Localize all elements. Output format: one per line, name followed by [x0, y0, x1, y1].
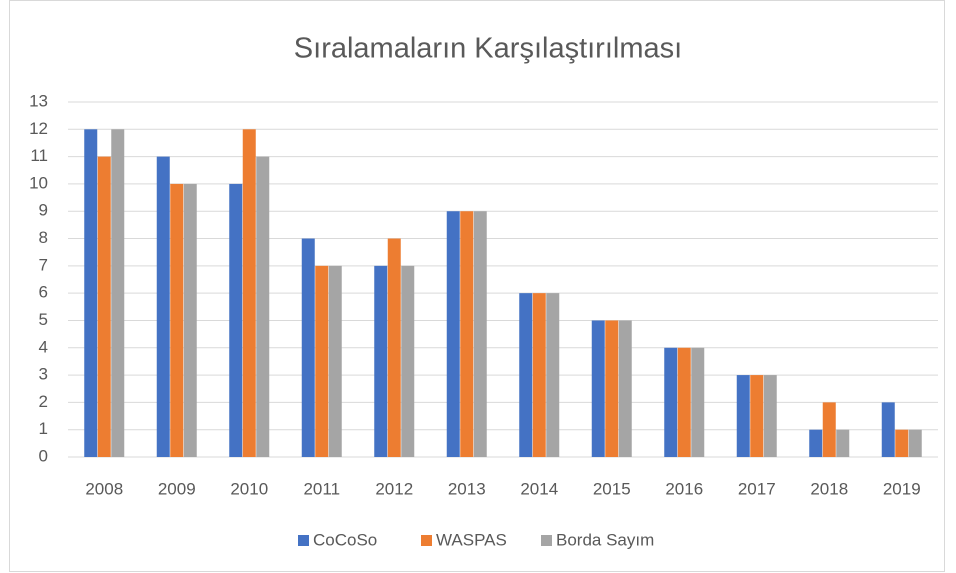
bar	[881, 402, 895, 457]
bar	[605, 320, 619, 457]
x-tick-label: 2013	[448, 479, 486, 498]
bar	[156, 156, 170, 457]
legend-swatch	[421, 535, 432, 546]
y-tick-label: 6	[39, 283, 48, 302]
y-tick-label: 11	[30, 146, 48, 165]
bar	[763, 375, 777, 457]
y-tick-label: 1	[39, 419, 48, 438]
x-tick-label: 2015	[593, 479, 631, 498]
bar	[170, 183, 184, 457]
bar	[822, 402, 836, 457]
x-tick-label: 2017	[738, 479, 776, 498]
bar	[546, 293, 560, 457]
bar	[183, 183, 197, 457]
x-tick-label: 2018	[810, 479, 848, 498]
bar	[736, 375, 750, 457]
legend-label: CoCoSo	[313, 530, 377, 549]
chart-title: Sıralamaların Karşılaştırılması	[294, 33, 682, 65]
bar	[809, 429, 823, 457]
bar	[242, 129, 256, 458]
bar	[387, 238, 401, 457]
bar	[664, 347, 678, 457]
bar	[84, 129, 98, 458]
bar	[374, 265, 388, 457]
y-tick-label: 8	[39, 228, 48, 247]
y-tick-label: 7	[39, 255, 48, 274]
x-tick-label: 2016	[665, 479, 703, 498]
bar	[256, 156, 270, 457]
bar	[591, 320, 605, 457]
y-tick-label: 12	[29, 119, 48, 138]
bar	[750, 375, 764, 457]
x-tick-label: 2009	[158, 479, 196, 498]
x-tick-label: 2010	[230, 479, 268, 498]
y-tick-label: 4	[39, 337, 48, 356]
legend-label: Borda Sayım	[556, 530, 654, 549]
legend-label: WASPAS	[436, 530, 507, 549]
bar	[315, 265, 329, 457]
y-tick-label: 5	[39, 310, 48, 329]
bar	[908, 429, 922, 457]
y-tick-label: 10	[29, 173, 48, 192]
bar	[328, 265, 342, 457]
bar	[446, 211, 460, 457]
bar	[836, 429, 850, 457]
bar	[519, 293, 533, 457]
y-tick-label: 3	[39, 365, 48, 384]
x-tick-label: 2011	[303, 479, 340, 498]
bar	[618, 320, 632, 457]
bar	[401, 265, 415, 457]
bar	[532, 293, 546, 457]
bar	[691, 347, 705, 457]
bar	[460, 211, 474, 457]
legend-swatch	[298, 535, 309, 546]
x-tick-label: 2012	[375, 479, 413, 498]
y-tick-label: 2	[39, 392, 48, 411]
x-tick-label: 2019	[883, 479, 921, 498]
legend-swatch	[541, 535, 552, 546]
x-tick-label: 2014	[520, 479, 558, 498]
bar	[895, 429, 909, 457]
bar	[473, 211, 487, 457]
y-tick-label: 13	[29, 91, 48, 110]
bar	[301, 238, 315, 457]
bar	[677, 347, 691, 457]
bar	[97, 156, 111, 457]
y-tick-label: 0	[39, 446, 48, 465]
bar	[111, 129, 125, 458]
x-tick-label: 2008	[85, 479, 123, 498]
y-tick-label: 9	[39, 201, 48, 220]
bar	[229, 183, 243, 457]
